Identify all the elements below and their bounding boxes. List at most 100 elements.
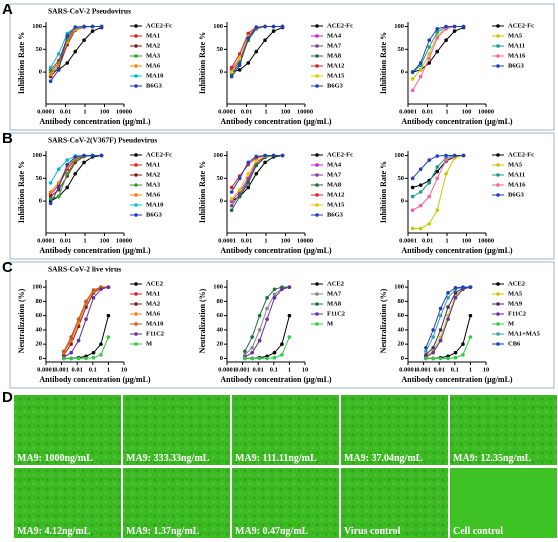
y-axis-title: Inhibition Rate % — [379, 161, 388, 223]
data-point — [254, 171, 259, 176]
data-point — [427, 158, 432, 162]
legend-marker — [134, 292, 138, 296]
data-point — [446, 356, 450, 361]
legend-label: MA10 — [146, 72, 163, 79]
data-point — [271, 29, 276, 33]
data-point — [82, 160, 86, 165]
data-point — [84, 299, 88, 304]
data-point — [435, 36, 440, 40]
legend-label: ACE2 — [508, 280, 525, 287]
x-tick-label: 1 — [83, 237, 86, 244]
x-tick-label: 10000 — [297, 108, 313, 115]
data-point — [418, 190, 423, 194]
data-point — [56, 52, 61, 56]
legend-label: ACE2 — [327, 280, 344, 287]
data-point — [461, 153, 466, 158]
x-tick-label: 10000 — [116, 237, 132, 244]
data-point — [431, 335, 435, 339]
legend-label: MA5 — [508, 161, 523, 168]
data-point — [280, 353, 284, 357]
x-tick-label: 0.0001 — [218, 366, 236, 373]
data-point — [237, 63, 242, 68]
data-point — [435, 30, 440, 34]
y-tick-label: 50 — [398, 175, 405, 182]
x-tick-label: 1 — [445, 108, 448, 115]
x-tick-label: 0.0001 — [37, 366, 55, 373]
data-point — [257, 356, 262, 361]
x-tick-label: 10000 — [116, 108, 132, 115]
legend-marker — [315, 24, 319, 28]
data-point — [65, 185, 70, 190]
data-point — [287, 335, 292, 339]
micrograph — [232, 468, 339, 538]
y-tick-label: 80 — [217, 298, 224, 305]
legend-marker — [496, 163, 500, 167]
data-point — [243, 349, 247, 354]
y-tick-label: 50 — [217, 175, 224, 182]
x-axis-title: Antibody concentration (μg/mL) — [401, 246, 513, 255]
x-tick-label: 0.1 — [270, 366, 278, 373]
data-point — [237, 187, 242, 192]
data-point — [229, 208, 234, 213]
row-frame — [9, 132, 555, 260]
data-point — [453, 350, 458, 355]
x-tick-label: 0.0001 — [218, 108, 236, 115]
data-point — [254, 49, 259, 54]
y-tick-label: 0 — [220, 69, 223, 76]
x-tick-label: 10000 — [297, 237, 313, 244]
legend-marker — [496, 332, 500, 336]
data-point — [254, 25, 259, 30]
legend-label: MA12 — [327, 62, 344, 69]
y-tick-label: 40 — [217, 326, 224, 333]
legend-label: MA7 — [327, 290, 342, 297]
data-point — [410, 176, 415, 181]
legend-label: ACE2-Fc — [146, 22, 172, 29]
micrograph-label: MA9: 111.11ng/mL — [235, 453, 317, 464]
data-point — [453, 286, 458, 290]
legend-label: MA6 — [146, 310, 161, 317]
data-point — [468, 313, 473, 318]
x-tick-label: 0.0001 — [399, 366, 417, 373]
legend-label: MA16 — [508, 181, 526, 188]
legend-marker — [315, 54, 319, 58]
legend-marker — [496, 44, 500, 48]
legend-marker — [134, 44, 138, 48]
legend-marker — [134, 213, 138, 217]
x-tick-label: 100 — [462, 108, 472, 115]
data-point — [272, 350, 277, 355]
data-point — [73, 25, 78, 29]
data-point — [427, 194, 432, 199]
data-point — [435, 165, 440, 169]
data-point — [410, 88, 415, 93]
x-axis-title: Antibody concentration (μg/mL) — [401, 375, 513, 384]
y-tick-label: 50 — [398, 46, 405, 53]
x-tick-label: 100 — [281, 237, 291, 244]
data-point — [48, 197, 53, 201]
data-point — [82, 38, 86, 43]
legend-marker — [496, 312, 500, 316]
y-tick-label: 60 — [398, 312, 405, 319]
data-point — [280, 342, 284, 346]
data-point — [427, 222, 432, 226]
legend-marker — [134, 173, 138, 177]
legend-marker — [496, 322, 500, 326]
legend-label: MA11 — [508, 42, 525, 49]
data-point — [265, 356, 269, 361]
data-point — [254, 163, 259, 168]
x-tick-label: 1 — [264, 108, 267, 115]
micrograph-label: Cell control — [453, 526, 503, 537]
data-point — [444, 153, 448, 158]
data-point — [444, 158, 448, 162]
x-tick-label: 0.01 — [253, 366, 264, 373]
data-point — [246, 31, 251, 36]
data-point — [90, 153, 95, 158]
y-tick-label: 100 — [394, 284, 404, 291]
data-point — [106, 313, 111, 318]
chart-title: SARS-CoV-2(V367F) Pseudovirus — [48, 136, 157, 145]
micrograph — [450, 395, 557, 465]
legend-marker — [134, 332, 138, 336]
legend-label: ACE2-Fc — [508, 151, 534, 158]
data-point — [237, 56, 242, 61]
data-point — [99, 353, 103, 357]
data-point — [237, 194, 242, 199]
